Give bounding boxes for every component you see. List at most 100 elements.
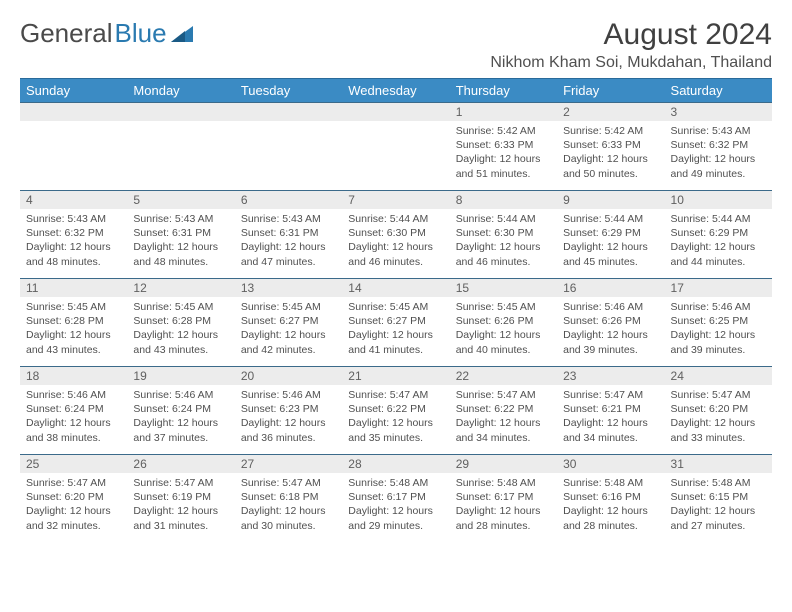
- day-number: 31: [665, 455, 772, 473]
- day-number: 23: [557, 367, 664, 385]
- calendar-day-cell: 7Sunrise: 5:44 AMSunset: 6:30 PMDaylight…: [342, 191, 449, 279]
- calendar-day-cell: 9Sunrise: 5:44 AMSunset: 6:29 PMDaylight…: [557, 191, 664, 279]
- day-number: 16: [557, 279, 664, 297]
- day-details: Sunrise: 5:43 AMSunset: 6:32 PMDaylight:…: [665, 121, 772, 184]
- calendar-day-cell: 17Sunrise: 5:46 AMSunset: 6:25 PMDayligh…: [665, 279, 772, 367]
- calendar-day-cell: 29Sunrise: 5:48 AMSunset: 6:17 PMDayligh…: [450, 455, 557, 543]
- calendar-table: SundayMondayTuesdayWednesdayThursdayFrid…: [20, 78, 772, 543]
- calendar-body: 1Sunrise: 5:42 AMSunset: 6:33 PMDaylight…: [20, 103, 772, 543]
- day-number: 24: [665, 367, 772, 385]
- calendar-day-cell: 13Sunrise: 5:45 AMSunset: 6:27 PMDayligh…: [235, 279, 342, 367]
- day-number: 26: [127, 455, 234, 473]
- day-number: 11: [20, 279, 127, 297]
- day-details: Sunrise: 5:47 AMSunset: 6:20 PMDaylight:…: [20, 473, 127, 536]
- logo: GeneralBlue: [20, 18, 193, 49]
- weekday-header: Thursday: [450, 79, 557, 103]
- day-details: Sunrise: 5:46 AMSunset: 6:23 PMDaylight:…: [235, 385, 342, 448]
- calendar-day-cell: 3Sunrise: 5:43 AMSunset: 6:32 PMDaylight…: [665, 103, 772, 191]
- day-details: Sunrise: 5:48 AMSunset: 6:17 PMDaylight:…: [450, 473, 557, 536]
- day-details: Sunrise: 5:47 AMSunset: 6:18 PMDaylight:…: [235, 473, 342, 536]
- calendar-day-cell: 26Sunrise: 5:47 AMSunset: 6:19 PMDayligh…: [127, 455, 234, 543]
- calendar-day-cell: 23Sunrise: 5:47 AMSunset: 6:21 PMDayligh…: [557, 367, 664, 455]
- day-details: Sunrise: 5:48 AMSunset: 6:15 PMDaylight:…: [665, 473, 772, 536]
- day-details: Sunrise: 5:44 AMSunset: 6:29 PMDaylight:…: [557, 209, 664, 272]
- calendar-day-cell: 21Sunrise: 5:47 AMSunset: 6:22 PMDayligh…: [342, 367, 449, 455]
- day-details: Sunrise: 5:44 AMSunset: 6:29 PMDaylight:…: [665, 209, 772, 272]
- day-number: 8: [450, 191, 557, 209]
- day-number: 5: [127, 191, 234, 209]
- day-number: 21: [342, 367, 449, 385]
- calendar-day-cell: 16Sunrise: 5:46 AMSunset: 6:26 PMDayligh…: [557, 279, 664, 367]
- calendar-week-row: 1Sunrise: 5:42 AMSunset: 6:33 PMDaylight…: [20, 103, 772, 191]
- calendar-day-cell: 8Sunrise: 5:44 AMSunset: 6:30 PMDaylight…: [450, 191, 557, 279]
- calendar-day-cell: 25Sunrise: 5:47 AMSunset: 6:20 PMDayligh…: [20, 455, 127, 543]
- weekday-header: Friday: [557, 79, 664, 103]
- day-number: 1: [450, 103, 557, 121]
- calendar-day-cell: 15Sunrise: 5:45 AMSunset: 6:26 PMDayligh…: [450, 279, 557, 367]
- calendar-week-row: 11Sunrise: 5:45 AMSunset: 6:28 PMDayligh…: [20, 279, 772, 367]
- day-number: [235, 103, 342, 121]
- title-block: August 2024 Nikhom Kham Soi, Mukdahan, T…: [490, 18, 772, 72]
- calendar-week-row: 25Sunrise: 5:47 AMSunset: 6:20 PMDayligh…: [20, 455, 772, 543]
- day-details: Sunrise: 5:45 AMSunset: 6:27 PMDaylight:…: [342, 297, 449, 360]
- day-details: Sunrise: 5:45 AMSunset: 6:28 PMDaylight:…: [127, 297, 234, 360]
- day-details: Sunrise: 5:47 AMSunset: 6:19 PMDaylight:…: [127, 473, 234, 536]
- calendar-day-cell: [20, 103, 127, 191]
- day-number: 14: [342, 279, 449, 297]
- calendar-day-cell: 30Sunrise: 5:48 AMSunset: 6:16 PMDayligh…: [557, 455, 664, 543]
- calendar-day-cell: 24Sunrise: 5:47 AMSunset: 6:20 PMDayligh…: [665, 367, 772, 455]
- logo-text-dark: General: [20, 18, 113, 49]
- month-title: August 2024: [490, 18, 772, 52]
- weekday-header: Saturday: [665, 79, 772, 103]
- day-details: Sunrise: 5:46 AMSunset: 6:24 PMDaylight:…: [20, 385, 127, 448]
- day-number: 27: [235, 455, 342, 473]
- calendar-day-cell: 22Sunrise: 5:47 AMSunset: 6:22 PMDayligh…: [450, 367, 557, 455]
- calendar-day-cell: 2Sunrise: 5:42 AMSunset: 6:33 PMDaylight…: [557, 103, 664, 191]
- day-number: 13: [235, 279, 342, 297]
- day-number: 12: [127, 279, 234, 297]
- calendar-day-cell: [235, 103, 342, 191]
- calendar-day-cell: 12Sunrise: 5:45 AMSunset: 6:28 PMDayligh…: [127, 279, 234, 367]
- day-details: Sunrise: 5:44 AMSunset: 6:30 PMDaylight:…: [450, 209, 557, 272]
- day-details: Sunrise: 5:43 AMSunset: 6:32 PMDaylight:…: [20, 209, 127, 272]
- calendar-day-cell: 14Sunrise: 5:45 AMSunset: 6:27 PMDayligh…: [342, 279, 449, 367]
- calendar-day-cell: 27Sunrise: 5:47 AMSunset: 6:18 PMDayligh…: [235, 455, 342, 543]
- day-number: 22: [450, 367, 557, 385]
- calendar-day-cell: 28Sunrise: 5:48 AMSunset: 6:17 PMDayligh…: [342, 455, 449, 543]
- day-number: 15: [450, 279, 557, 297]
- day-number: 4: [20, 191, 127, 209]
- day-number: 19: [127, 367, 234, 385]
- calendar-week-row: 4Sunrise: 5:43 AMSunset: 6:32 PMDaylight…: [20, 191, 772, 279]
- day-number: [20, 103, 127, 121]
- day-number: 10: [665, 191, 772, 209]
- calendar-day-cell: [342, 103, 449, 191]
- day-number: [342, 103, 449, 121]
- calendar-day-cell: 4Sunrise: 5:43 AMSunset: 6:32 PMDaylight…: [20, 191, 127, 279]
- day-number: 17: [665, 279, 772, 297]
- calendar-day-cell: 1Sunrise: 5:42 AMSunset: 6:33 PMDaylight…: [450, 103, 557, 191]
- day-details: Sunrise: 5:45 AMSunset: 6:26 PMDaylight:…: [450, 297, 557, 360]
- day-number: 29: [450, 455, 557, 473]
- day-number: 6: [235, 191, 342, 209]
- calendar-day-cell: [127, 103, 234, 191]
- day-number: 9: [557, 191, 664, 209]
- day-number: 20: [235, 367, 342, 385]
- calendar-week-row: 18Sunrise: 5:46 AMSunset: 6:24 PMDayligh…: [20, 367, 772, 455]
- header: GeneralBlue August 2024 Nikhom Kham Soi,…: [20, 18, 772, 72]
- weekday-header: Monday: [127, 79, 234, 103]
- logo-text-blue: Blue: [115, 18, 167, 49]
- calendar-day-cell: 20Sunrise: 5:46 AMSunset: 6:23 PMDayligh…: [235, 367, 342, 455]
- day-details: Sunrise: 5:44 AMSunset: 6:30 PMDaylight:…: [342, 209, 449, 272]
- calendar-day-cell: 5Sunrise: 5:43 AMSunset: 6:31 PMDaylight…: [127, 191, 234, 279]
- day-details: Sunrise: 5:46 AMSunset: 6:26 PMDaylight:…: [557, 297, 664, 360]
- day-details: Sunrise: 5:45 AMSunset: 6:27 PMDaylight:…: [235, 297, 342, 360]
- day-details: Sunrise: 5:42 AMSunset: 6:33 PMDaylight:…: [557, 121, 664, 184]
- calendar-day-cell: 31Sunrise: 5:48 AMSunset: 6:15 PMDayligh…: [665, 455, 772, 543]
- day-details: Sunrise: 5:48 AMSunset: 6:16 PMDaylight:…: [557, 473, 664, 536]
- day-details: Sunrise: 5:43 AMSunset: 6:31 PMDaylight:…: [127, 209, 234, 272]
- weekday-header: Tuesday: [235, 79, 342, 103]
- day-details: Sunrise: 5:43 AMSunset: 6:31 PMDaylight:…: [235, 209, 342, 272]
- location: Nikhom Kham Soi, Mukdahan, Thailand: [490, 54, 772, 72]
- calendar-day-cell: 11Sunrise: 5:45 AMSunset: 6:28 PMDayligh…: [20, 279, 127, 367]
- day-details: Sunrise: 5:46 AMSunset: 6:25 PMDaylight:…: [665, 297, 772, 360]
